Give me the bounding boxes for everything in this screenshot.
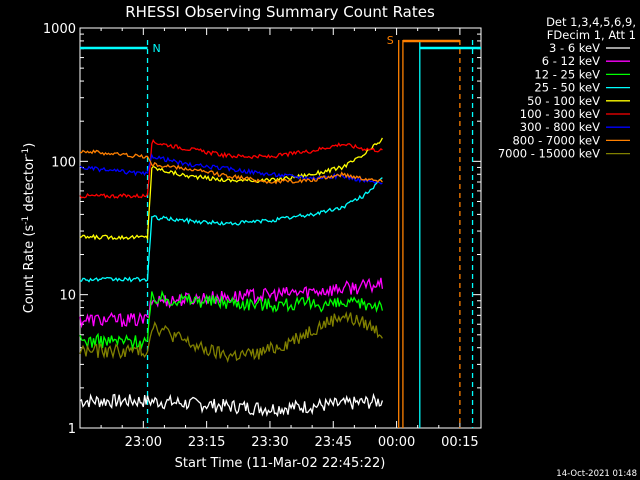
legend-label: 50 - 100 keV — [527, 94, 600, 108]
s-marker-label: S — [387, 34, 394, 47]
series-line — [79, 137, 383, 241]
series-line — [80, 149, 383, 185]
y-tick-label: 10 — [59, 289, 76, 304]
series-line — [79, 310, 383, 363]
plot-frame — [79, 27, 482, 429]
legend-label: 800 - 7000 keV — [512, 133, 600, 147]
series-line — [79, 153, 383, 185]
y-tick-label: 1 — [68, 422, 76, 437]
y-axis-label-end: ) — [22, 143, 37, 148]
y-tick-label: 100 — [51, 155, 76, 170]
series-line — [79, 392, 384, 418]
legend-label: 6 - 12 keV — [542, 54, 600, 68]
legend: Det 1,3,4,5,6,9, FDecim 1, Att 1 3 - 6 k… — [498, 15, 636, 161]
x-tick-label: 23:30 — [251, 435, 288, 450]
y-axis: 1 10 100 1000 — [43, 22, 481, 437]
legend-label: 25 - 50 keV — [534, 81, 600, 95]
y-axis-label: Count Rate (s-1 detector-1) — [21, 143, 37, 314]
chart-title: RHESSI Observing Summary Count Rates — [125, 3, 435, 21]
series-line — [79, 138, 383, 199]
y-axis-label-sup1: -1 — [21, 216, 31, 225]
attenuator-markers: NS — [80, 34, 481, 428]
x-tick-label: 23:00 — [125, 435, 162, 450]
x-tick-label: 00:15 — [441, 435, 478, 450]
legend-label: 12 - 25 keV — [534, 67, 600, 81]
x-tick-label: 23:15 — [188, 435, 225, 450]
legend-header-2: FDecim 1, Att 1 — [547, 28, 636, 42]
y-axis-label-mid: detector — [22, 156, 37, 216]
series-group — [79, 137, 384, 418]
x-tick-label: 23:45 — [315, 435, 352, 450]
y-axis-label-main: Count Rate (s — [22, 225, 37, 314]
legend-label: 300 - 800 keV — [520, 120, 600, 134]
y-tick-label: 1000 — [43, 22, 76, 37]
x-axis: 23:00 23:15 23:30 23:45 00:00 00:15 — [100, 28, 479, 450]
n-marker-label: N — [153, 42, 161, 55]
footer-date: 14-Oct-2021 01:48 — [556, 469, 637, 479]
x-tick-label: 00:00 — [378, 435, 415, 450]
series-line — [79, 177, 383, 283]
legend-label: 100 - 300 keV — [520, 107, 600, 121]
y-axis-label-sup2: -1 — [21, 148, 31, 157]
legend-label: 7000 - 15000 keV — [498, 147, 600, 161]
x-axis-label: Start Time (11-Mar-02 22:45:22) — [175, 456, 386, 471]
legend-header-1: Det 1,3,4,5,6,9, — [546, 15, 636, 29]
legend-label: 3 - 6 keV — [549, 41, 600, 55]
series-line — [79, 289, 384, 351]
plot-area: 23:00 23:15 23:30 23:45 00:00 00:15 1 10 100 100… — [43, 22, 482, 450]
